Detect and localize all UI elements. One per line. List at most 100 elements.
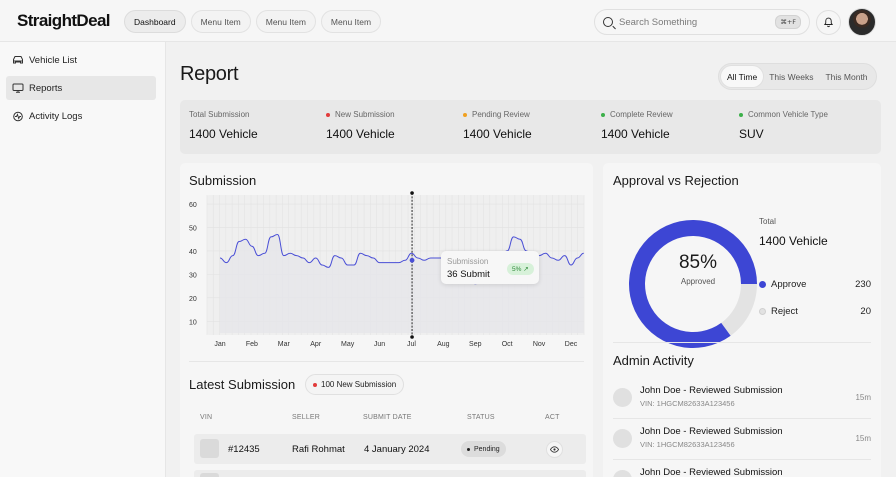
series-line — [219, 234, 584, 285]
x-tick-label: Jun — [374, 341, 385, 348]
stat-label: Common Vehicle Type — [748, 110, 828, 119]
monitor-icon — [12, 83, 24, 93]
activity-vin: VIN: 1HGCM82633A123456 — [640, 440, 735, 449]
legend-approve-dot — [759, 281, 766, 288]
x-tick-label: Jan — [214, 341, 225, 348]
activity-time: 15m — [855, 434, 871, 443]
status-label: Pending — [474, 445, 500, 453]
stat-common-vehicle-type: Common Vehicle Type SUV — [739, 110, 828, 141]
series-area — [220, 234, 584, 333]
search-bar[interactable]: ⌘+F — [594, 9, 810, 35]
sidebar-item-label: Activity Logs — [29, 110, 83, 122]
admin-activity-title: Admin Activity — [613, 353, 694, 368]
car-icon — [13, 56, 23, 64]
highlight-point — [409, 257, 415, 263]
activity-title: John Doe - Reviewed Submission — [640, 426, 783, 437]
x-tick-label: Apr — [310, 341, 322, 348]
divider — [613, 418, 871, 419]
badge-label: 100 New Submission — [321, 380, 397, 389]
stat-total-submission: Total Submission 1400 Vehicle — [189, 110, 258, 141]
table-row[interactable] — [194, 470, 586, 477]
x-tick-label: May — [341, 341, 355, 348]
divider — [613, 342, 871, 343]
status-dot — [467, 447, 470, 451]
submission-title: Submission — [189, 173, 257, 188]
status-dot — [601, 112, 605, 117]
column-header-seller[interactable]: SELLER — [292, 414, 321, 421]
latest-submission-title: Latest Submission — [189, 377, 296, 392]
y-tick-label: 60 — [189, 202, 197, 209]
approval-percent: 85% — [678, 252, 718, 273]
nav-item-menu-1[interactable]: Menu Item — [190, 10, 251, 33]
activity-vin: VIN: 1HGCM82633A123456 — [640, 399, 735, 408]
sidebar-item-vehicle-list[interactable]: Vehicle List — [6, 48, 156, 72]
bell-icon — [823, 17, 834, 28]
column-header-status[interactable]: STATUS — [467, 414, 495, 421]
stat-value: SUV — [739, 127, 764, 141]
vehicle-thumbnail — [200, 473, 219, 477]
stat-value: 1400 Vehicle — [189, 127, 258, 141]
highlight-bottom-dot — [410, 335, 414, 339]
nav-item-menu-2[interactable]: Menu Item — [255, 10, 316, 33]
tab-this-weeks[interactable]: This Weeks — [769, 71, 814, 82]
nav-item-dashboard[interactable]: Dashboard — [124, 10, 186, 33]
approval-card: Approval vs Rejection 85% Approved Total… — [603, 163, 881, 477]
x-tick-label: Aug — [437, 341, 450, 348]
nav-item-menu-3[interactable]: Menu Item — [320, 10, 382, 33]
avatar — [613, 470, 632, 477]
activity-item[interactable]: John Doe - Reviewed Submission — [613, 463, 871, 477]
activity-title: John Doe - Reviewed Submission — [640, 385, 783, 396]
submission-chart: 10 20 30 40 50 60 Jan Feb Mar Apr May Jun Jul Aug Sep O… — [189, 191, 585, 348]
stat-label: New Submission — [335, 110, 395, 119]
new-submission-badge: 100 New Submission — [305, 374, 405, 395]
x-tick-label: Feb — [246, 341, 258, 348]
highlight-top-dot — [410, 191, 414, 195]
stat-value: 1400 Vehicle — [601, 127, 670, 141]
status-dot — [326, 112, 330, 117]
y-tick-label: 10 — [189, 319, 197, 326]
search-icon — [603, 17, 613, 27]
y-tick-label: 30 — [189, 272, 197, 279]
divider — [613, 459, 871, 460]
notifications-button[interactable] — [816, 10, 841, 35]
page-title: Report — [180, 63, 239, 85]
tooltip-label: Submission — [447, 257, 489, 266]
divider — [189, 361, 584, 362]
submission-card: Submission 10 20 30 40 50 60 Jan Feb Mar Apr May Ju… — [180, 163, 593, 477]
main-content: Report All Time This Weeks This Month To… — [167, 42, 896, 477]
stat-complete-review: Complete Review 1400 Vehicle — [601, 110, 673, 141]
search-shortcut-badge: ⌘+F — [775, 15, 801, 29]
vehicle-thumbnail — [200, 439, 219, 458]
top-bar: StraightDeal Dashboard Menu Item Menu It… — [0, 0, 896, 42]
submit-date-cell: 4 January 2024 — [364, 444, 430, 455]
tab-this-month[interactable]: This Month — [825, 71, 868, 82]
search-input[interactable] — [619, 16, 776, 28]
table-row[interactable]: #12435 Rafi Rohmat 4 January 2024 Pendin… — [194, 434, 586, 464]
stats-bar: Total Submission 1400 Vehicle New Submis… — [180, 100, 881, 154]
view-button[interactable] — [546, 441, 563, 458]
stat-label: Complete Review — [610, 110, 673, 119]
brand-logo[interactable]: StraightDeal — [17, 11, 111, 30]
y-tick-label: 50 — [189, 225, 197, 232]
legend-label: Reject — [771, 306, 798, 317]
stat-value: 1400 Vehicle — [463, 127, 532, 141]
x-tick-label: Jul — [407, 341, 416, 348]
sidebar-item-reports[interactable]: Reports — [6, 76, 156, 100]
activity-item[interactable]: John Doe - Reviewed Submission VIN: 1HGC… — [613, 422, 871, 456]
tooltip-value: 36 Submit — [447, 269, 490, 280]
column-header-submit-date[interactable]: SUBMIT DATE — [363, 414, 412, 421]
y-tick-label: 40 — [189, 249, 197, 256]
column-header-vin[interactable]: VIN — [200, 414, 213, 421]
stat-label: Total Submission — [189, 110, 250, 119]
tab-all-time[interactable]: All Time — [721, 66, 764, 87]
activity-item[interactable]: John Doe - Reviewed Submission VIN: 1HGC… — [613, 381, 871, 415]
activity-time: 15m — [855, 393, 871, 402]
total-value: 1400 Vehicle — [759, 234, 828, 248]
main-nav: Dashboard Menu Item Menu Item Menu Item — [124, 10, 382, 33]
vin-cell: #12435 — [228, 444, 260, 455]
sidebar-item-activity-logs[interactable]: Activity Logs — [6, 104, 156, 128]
y-tick-label: 20 — [189, 296, 197, 303]
sidebar-item-label: Reports — [29, 82, 63, 94]
user-avatar[interactable] — [848, 8, 876, 36]
status-dot — [313, 382, 317, 387]
